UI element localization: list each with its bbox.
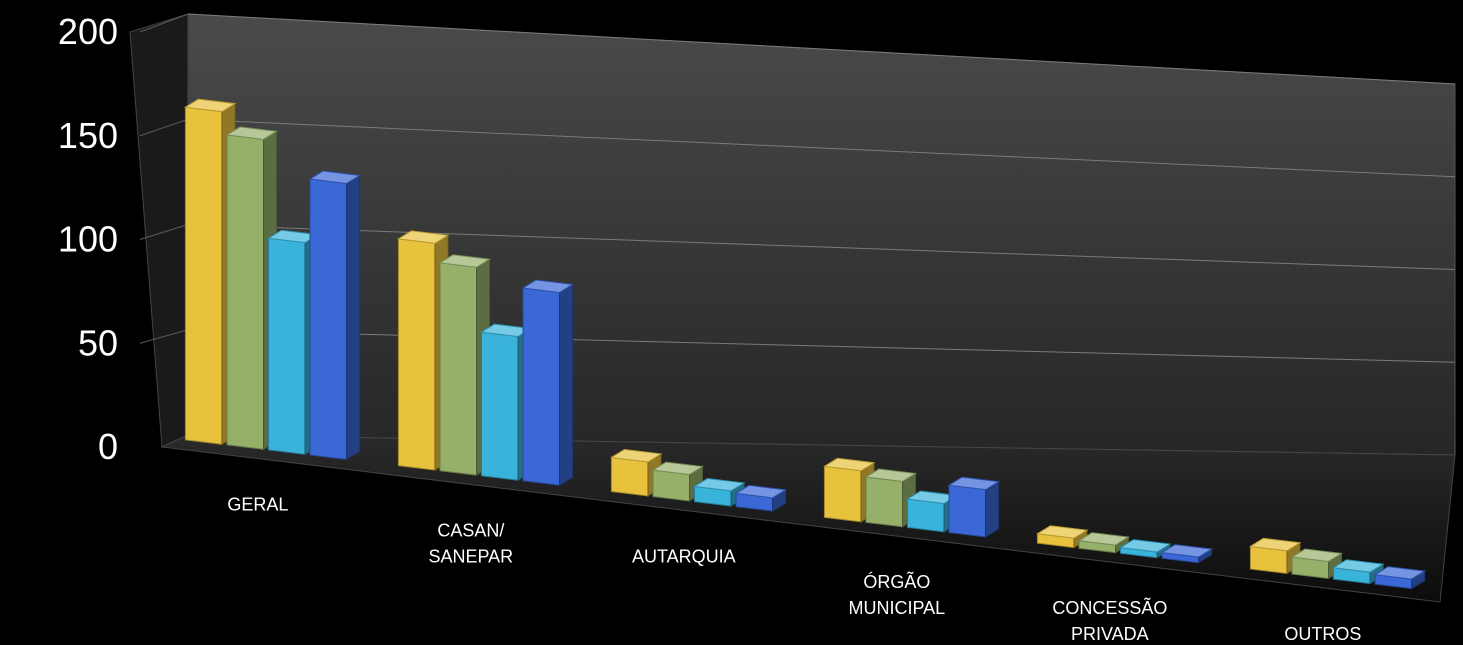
bar-top <box>693 477 746 492</box>
bar-top <box>438 254 491 268</box>
bar-top <box>521 279 575 293</box>
x-tick-label: ÓRGÃO <box>863 571 930 592</box>
bar-top <box>1035 525 1089 539</box>
bar <box>481 331 519 481</box>
bar-top <box>308 170 362 184</box>
floor <box>160 434 1456 603</box>
gridline <box>187 13 1456 85</box>
bar <box>865 476 904 528</box>
bar-top <box>1248 537 1302 552</box>
bar <box>522 287 561 486</box>
bar-side <box>559 283 574 487</box>
bar-top <box>947 476 1001 491</box>
bar-top <box>1119 539 1172 553</box>
x-tick-label: MUNICIPAL <box>849 598 946 618</box>
bar-top <box>225 126 278 140</box>
x-axis-labels: GERAL CASAN/SANEPAR AUTARQUIA ÓRGÃO MUNICIPA… <box>227 495 1361 644</box>
bar-top <box>1332 559 1385 573</box>
x-tick-label: AUTARQUIA <box>632 546 736 566</box>
x-tick-label: GERAL <box>227 495 288 515</box>
bar-top <box>864 468 917 482</box>
y-tick-label: 50 <box>78 322 118 363</box>
bar-top <box>1160 544 1214 558</box>
gridlines <box>139 13 1456 363</box>
gridline-side <box>139 13 189 33</box>
bar-top <box>822 457 876 472</box>
gridline-side <box>139 329 189 344</box>
x-tick-label: OUTROS <box>1284 624 1361 644</box>
y-tick-label: 100 <box>58 219 118 260</box>
bar <box>439 262 478 476</box>
bar-side <box>985 480 1000 538</box>
side-wall <box>129 13 189 448</box>
bar-top <box>734 484 788 499</box>
gridline-side <box>139 224 189 240</box>
y-tick-label: 200 <box>58 11 118 52</box>
x-tick-label: CONCESSÃO <box>1052 597 1167 618</box>
bar-top <box>1077 532 1130 546</box>
bar-side <box>346 174 361 461</box>
bar-top <box>609 448 663 463</box>
bar <box>948 484 987 538</box>
bar <box>907 498 945 533</box>
y-axis-ticks: 0 50 100 150 200 <box>58 11 118 467</box>
x-tick-label: SANEPAR <box>428 546 513 566</box>
y-tick-label: 0 <box>98 426 118 467</box>
bar <box>226 134 265 450</box>
bar-top <box>396 230 450 244</box>
bar-top <box>1373 566 1427 580</box>
bar <box>184 106 223 445</box>
bar <box>397 238 436 471</box>
bar <box>823 465 862 523</box>
gridline <box>187 118 1456 178</box>
bar <box>268 237 306 455</box>
bars <box>183 98 1427 590</box>
bar-top <box>1290 548 1343 562</box>
bar <box>652 469 691 502</box>
bar <box>610 456 649 497</box>
gridline <box>187 224 1456 270</box>
back-wall <box>187 13 1456 456</box>
bar <box>309 178 348 460</box>
bar-top <box>183 98 237 113</box>
x-tick-label: CASAN/ <box>437 520 504 540</box>
bar-top <box>651 461 704 476</box>
y-tick-label: 150 <box>58 115 118 156</box>
gridline-side <box>139 118 189 137</box>
x-tick-label: PRIVADA <box>1071 624 1149 644</box>
